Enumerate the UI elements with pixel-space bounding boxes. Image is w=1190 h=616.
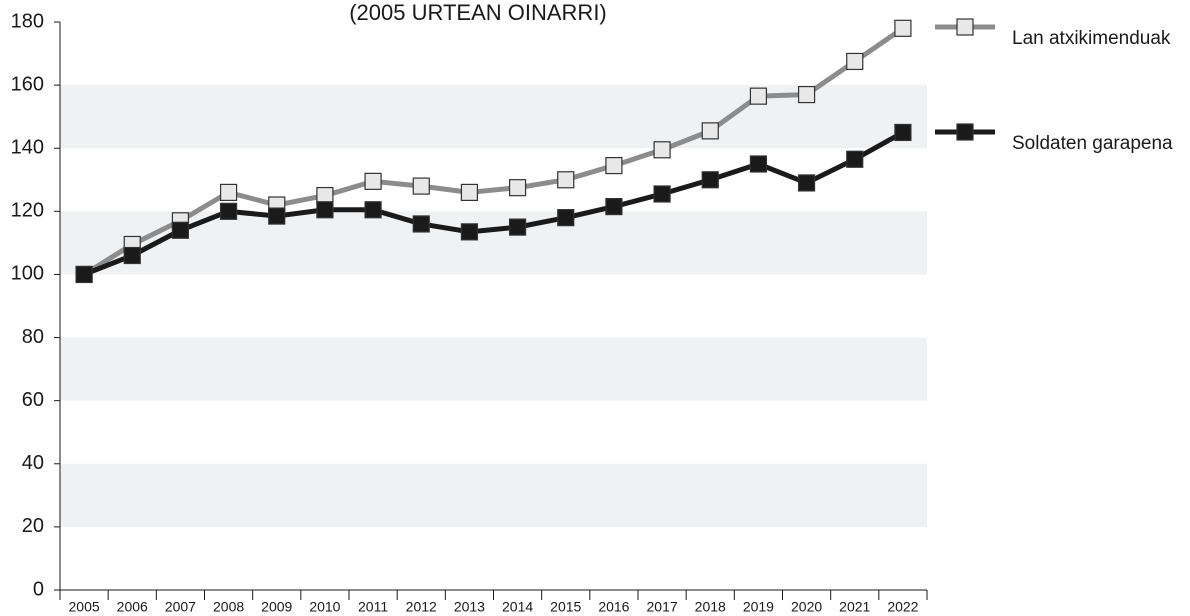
x-tick-label: 2018 <box>695 599 726 615</box>
marker <box>701 171 719 189</box>
marker <box>797 85 816 104</box>
marker <box>701 122 719 140</box>
y-tick-label: 140 <box>11 137 44 159</box>
y-tick-label: 20 <box>22 515 44 537</box>
x-tick-label: 2016 <box>598 599 629 615</box>
y-tick-label: 180 <box>11 10 44 32</box>
x-tick-label: 2019 <box>743 599 774 615</box>
marker <box>460 223 479 241</box>
marker <box>797 174 816 192</box>
y-tick-label: 80 <box>22 326 44 348</box>
marker <box>75 265 93 284</box>
y-tick-label: 100 <box>11 263 44 285</box>
marker <box>557 209 575 227</box>
y-tick-label: 0 <box>33 578 44 600</box>
x-tick-label: 2006 <box>117 599 148 615</box>
marker <box>219 202 238 220</box>
x-tick-label: 2009 <box>261 599 292 615</box>
marker <box>412 177 430 195</box>
x-tick-label: 2005 <box>69 599 100 615</box>
x-tick-label: 2012 <box>406 599 437 615</box>
x-tick-label: 2011 <box>358 599 388 615</box>
chart-title: (2005 URTEAN OINARRI) <box>349 0 607 25</box>
grid-band <box>60 337 927 401</box>
x-tick-label: 2015 <box>550 599 581 615</box>
x-tick-label: 2008 <box>213 599 244 615</box>
x-tick-label: 2013 <box>454 599 485 615</box>
marker <box>749 155 768 173</box>
marker <box>316 201 334 219</box>
y-tick-label: 60 <box>22 389 44 411</box>
y-tick-label: 40 <box>22 452 44 474</box>
x-tick-label: 2021 <box>839 599 870 615</box>
marker <box>846 52 864 71</box>
marker <box>364 201 382 219</box>
marker <box>846 150 864 168</box>
marker <box>894 19 912 37</box>
x-tick-label: 2017 <box>647 599 678 615</box>
marker <box>460 183 479 201</box>
x-tick-label: 2007 <box>165 599 196 615</box>
marker <box>268 207 286 225</box>
marker <box>653 185 671 203</box>
marker <box>412 215 430 233</box>
marker <box>508 179 527 197</box>
legend-label: Lan atxikimenduak <box>1012 28 1171 49</box>
legend-marker <box>956 123 974 141</box>
y-tick-label: 160 <box>11 73 44 95</box>
x-tick-label: 2020 <box>791 599 822 615</box>
marker <box>508 218 527 236</box>
marker <box>557 171 575 189</box>
marker <box>605 198 623 216</box>
marker <box>123 246 141 265</box>
marker <box>749 87 768 105</box>
x-tick-label: 2022 <box>887 599 918 615</box>
x-tick-label: 2014 <box>502 599 533 615</box>
grid-band <box>60 211 927 275</box>
marker <box>219 183 238 201</box>
legend-label: Soldaten garapena <box>1012 133 1173 154</box>
legend-marker <box>956 18 974 36</box>
marker <box>171 221 190 239</box>
marker <box>605 156 623 175</box>
x-tick-label: 2010 <box>309 599 340 615</box>
marker <box>364 172 382 190</box>
marker <box>894 123 912 142</box>
grid-band <box>60 463 927 527</box>
marker <box>653 141 671 159</box>
y-tick-label: 120 <box>11 200 44 222</box>
